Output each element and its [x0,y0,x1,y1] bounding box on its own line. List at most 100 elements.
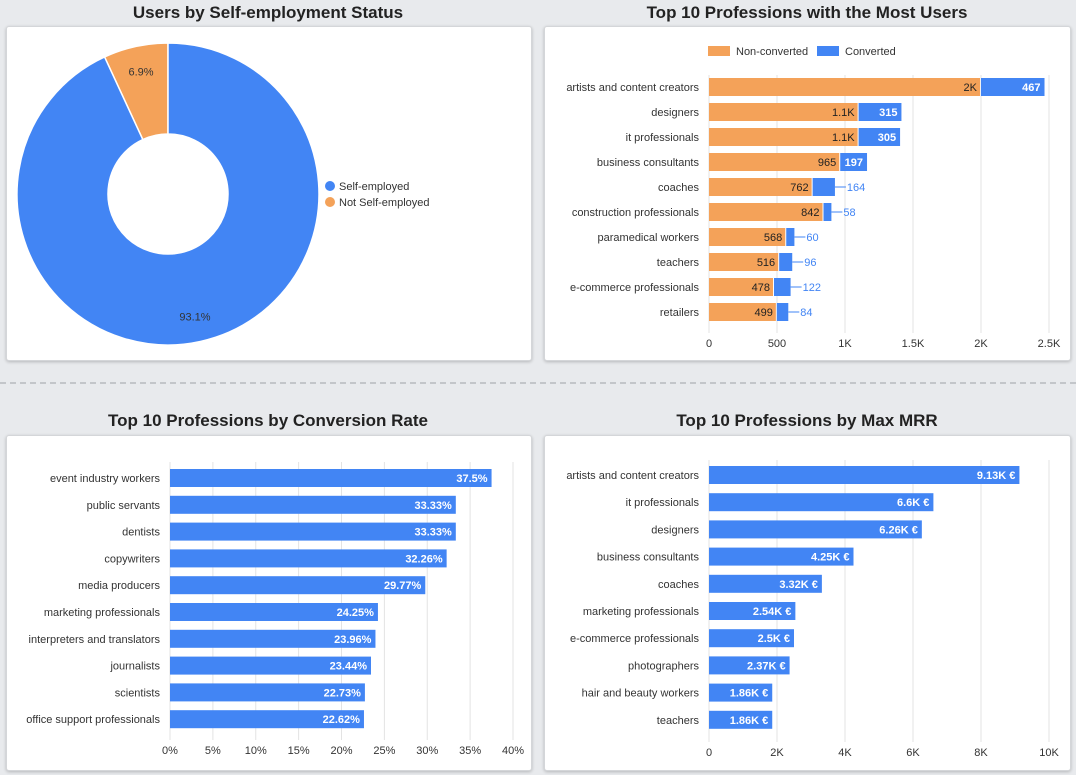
x-tick-label: 2K [974,338,988,350]
legend-label-not-self-employed: Not Self-employed [339,197,430,209]
bar-converted [776,303,789,321]
bar-value-label: 2.5K € [758,633,790,645]
legend-label-converted: Converted [845,46,896,58]
bar-value-label-non-converted: 516 [757,257,775,269]
x-tick-label: 40% [502,745,524,757]
bar-value-label: 23.96% [334,634,372,646]
bar-converted [823,203,832,221]
bar-value-label-non-converted: 1.1K [832,107,855,119]
bar-non-converted [709,178,812,196]
bar-value-label: 2.37K € [747,660,786,672]
bar-value-label-non-converted: 568 [764,232,782,244]
bar-value-label-converted: 84 [800,307,812,319]
bar [170,656,371,675]
stacked-bar-chart: 0 500 1K 1.5K 2K 2.5K artists and content crea… [566,46,1061,350]
bar-value-label-non-converted: 499 [755,307,773,319]
conversion-chart-card: 0% 5% 10% 15% 20% 25% 30% 35% 40% event industry … [6,435,532,771]
x-tick-label: 0 [706,747,712,759]
bar [170,549,447,568]
bar-non-converted [709,278,774,296]
category-label: retailers [660,307,700,319]
bar-value-label: 1.86K € [730,688,769,700]
donut-slice-label-not-self-employed: 6.9% [128,66,153,78]
x-tick-label: 1.5K [902,338,925,350]
donut-chart-title: Users by Self-employment Status [132,3,404,22]
x-tick-label: 6K [906,747,920,759]
bar [709,466,1020,484]
bar-non-converted [709,103,858,121]
bar-converted [812,178,835,196]
x-tick-label: 5% [205,745,221,757]
bar-value-label: 4.25K € [811,552,850,564]
bar-value-label-non-converted: 842 [801,207,819,219]
donut-chart-card: 6.9% 93.1% Self-employed Not Self-employed [6,26,532,361]
bar-value-label: 2.54K € [753,606,792,618]
category-label: designers [651,524,699,536]
legend-swatch-non-converted [708,46,730,56]
category-label: marketing professionals [583,606,700,618]
bar-value-label: 22.62% [323,714,361,726]
category-label: designers [651,107,699,119]
bar-non-converted [709,78,980,96]
bar-non-converted [709,303,776,321]
mrr-chart-card: 0 2K 4K 6K 8K 10K artists and content creators… [544,435,1071,771]
mrr-chart-title: Top 10 Professions by Max MRR [676,411,938,430]
donut-slice-self-employed [16,42,320,346]
category-label: event industry workers [50,473,161,485]
bar-value-label-converted: 164 [847,182,865,194]
category-label: photographers [628,660,699,672]
section-divider [0,382,1076,384]
category-label: hair and beauty workers [582,688,700,700]
bar [709,683,773,702]
bar [709,547,854,566]
x-tick-label: 10% [245,745,267,757]
bar [170,683,365,702]
bar-value-label: 32.26% [405,553,443,565]
bar-value-label: 37.5% [456,473,487,485]
category-label: it professionals [626,132,700,144]
bar-converted [786,228,795,246]
bar-value-label-converted: 467 [1022,82,1040,94]
bar [170,522,456,541]
bar-value-label-converted: 305 [878,132,896,144]
conversion-chart-title: Top 10 Professions by Conversion Rate [108,411,428,430]
x-tick-label: 8K [974,747,988,759]
x-tick-label: 0 [706,338,712,350]
bar-value-label: 33.33% [414,527,452,539]
x-tick-label: 30% [416,745,438,757]
category-label: artists and content creators [566,82,699,94]
category-label: business consultants [597,552,700,564]
category-label: e-commerce professionals [570,633,699,645]
donut-slice-label-self-employed: 93.1% [179,312,210,324]
legend-swatch-self-employed [325,181,335,191]
bar-non-converted [709,203,823,221]
bar-converted [981,78,1045,96]
bar-value-label-non-converted: 965 [818,157,836,169]
bar [170,495,456,514]
category-label: dentists [122,527,160,539]
bar-value-label-converted: 58 [843,207,855,219]
category-label: teachers [657,715,700,727]
bar-value-label: 23.44% [330,661,368,673]
category-label: office support professionals [26,714,160,726]
x-tick-label: 500 [768,338,786,350]
legend-label-non-converted: Non-converted [736,46,808,58]
category-label: scientists [115,687,161,699]
category-label: e-commerce professionals [570,282,699,294]
bar-value-label: 3.32K € [779,579,818,591]
bar-value-label: 9.13K € [977,470,1016,482]
bar [170,469,492,487]
x-tick-label: 25% [373,745,395,757]
bar-converted [774,278,791,296]
bar-value-label-converted: 96 [804,257,816,269]
category-label: coaches [658,579,699,591]
category-label: interpreters and translators [29,634,161,646]
bar-non-converted [709,128,858,146]
bar-converted [840,153,868,171]
x-tick-label: 2K [770,747,784,759]
donut-chart: 6.9% 93.1% Self-employed Not Self-employed [16,42,430,346]
category-label: coaches [658,182,699,194]
bar [709,574,822,593]
category-label: copywriters [104,553,160,565]
category-label: media producers [78,580,160,592]
